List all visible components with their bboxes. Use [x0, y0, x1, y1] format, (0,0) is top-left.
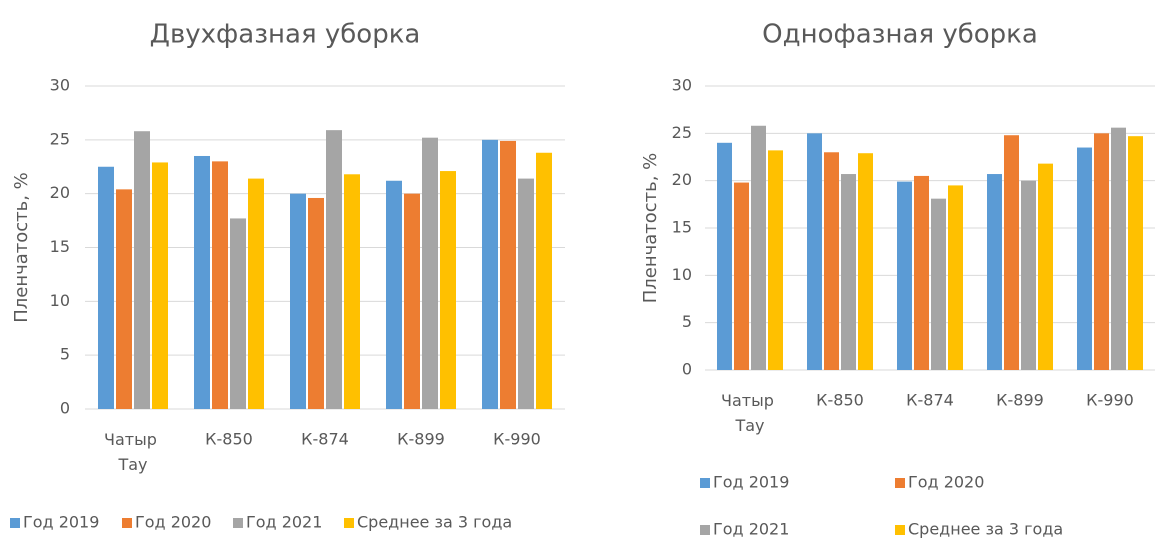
bar [768, 150, 783, 370]
legend-swatch [122, 518, 132, 528]
bar [308, 197, 324, 409]
legend-label: Среднее за 3 года [357, 513, 512, 532]
bar [194, 155, 210, 409]
bar [500, 140, 516, 409]
bar [734, 182, 749, 370]
legend-label: Год 2019 [713, 473, 789, 492]
x-tick-label: К-874 [906, 391, 954, 410]
chart: Однофазная уборка Пленчатость, % 0 5 10 15 20 2… [640, 20, 1155, 538]
x-tick-label: К-899 [397, 430, 445, 449]
bar [1077, 147, 1092, 370]
chart: Двухфазная уборка Пленчатость, % 0 5 10 15 20 2… [10, 20, 565, 532]
bar [717, 142, 732, 370]
bar [1094, 133, 1109, 370]
x-tick-label: К-874 [301, 430, 349, 449]
bar [1021, 180, 1036, 370]
bar [824, 152, 839, 370]
legend-label: Год 2021 [713, 520, 789, 538]
bar [440, 171, 456, 409]
y-tick-label: 10 [50, 291, 70, 310]
y-tick-label: 15 [672, 218, 692, 237]
bar [326, 130, 342, 410]
bar [518, 178, 534, 409]
bar [1111, 127, 1126, 370]
y-tick-label: 30 [672, 76, 692, 95]
y-tick-label: 30 [50, 76, 70, 95]
bar [152, 162, 168, 409]
bar [931, 198, 946, 370]
legend-label: Среднее за 3 года [908, 520, 1063, 538]
chart-title: Однофазная уборка [762, 20, 1038, 50]
legend-label: Год 2020 [135, 513, 211, 532]
y-tick-label: 20 [50, 183, 70, 202]
bar [290, 193, 306, 409]
y-axis-label: Пленчатость, % [11, 172, 32, 323]
y-tick-label: 10 [672, 265, 692, 284]
y-tick-label: 0 [682, 360, 692, 379]
bar [482, 139, 498, 410]
y-tick-label: 5 [682, 312, 692, 331]
bar [344, 174, 360, 409]
bar [422, 137, 438, 409]
bar [230, 218, 246, 409]
bar [914, 175, 929, 370]
bar [858, 153, 873, 370]
legend-swatch [344, 518, 354, 528]
x-tick-label: К-990 [493, 430, 541, 449]
legend-swatch [700, 478, 710, 488]
bar [134, 131, 150, 409]
legend-swatch [700, 525, 710, 535]
bar [248, 178, 264, 409]
x-tick-label: К-990 [1086, 391, 1134, 410]
x-tick-label-line: Тау [734, 416, 764, 435]
bar [1038, 163, 1053, 370]
y-tick-label: 5 [60, 345, 70, 364]
y-tick-label: 25 [50, 129, 70, 148]
y-tick-label: 25 [672, 123, 692, 142]
bar [404, 193, 420, 409]
legend-swatch [895, 525, 905, 535]
legend-label: Год 2020 [908, 473, 984, 492]
x-tick-label-line: Тау [117, 455, 147, 474]
chart-title: Двухфазная уборка [150, 20, 421, 50]
y-tick-label: 20 [672, 170, 692, 189]
bar [751, 125, 766, 370]
y-axis-label: Пленчатость, % [640, 153, 661, 304]
bar [987, 174, 1002, 370]
bar [1128, 136, 1143, 370]
y-tick-label: 0 [60, 399, 70, 418]
bar [536, 152, 552, 409]
bar [386, 180, 402, 409]
x-tick-label: К-850 [205, 430, 253, 449]
legend-label: Год 2019 [23, 513, 99, 532]
bar [807, 133, 822, 370]
bar [948, 185, 963, 370]
x-tick-label: К-899 [996, 391, 1044, 410]
legend-label: Год 2021 [246, 513, 322, 532]
x-tick-label: Чатыр Тау [721, 391, 779, 435]
bar [897, 181, 912, 370]
legend-swatch [895, 478, 905, 488]
x-tick-label-line: Чатыр [721, 391, 779, 410]
x-tick-label-line: Чатыр [104, 430, 162, 449]
bar [841, 174, 856, 370]
x-tick-label: Чатыр Тау [104, 430, 162, 474]
x-tick-label: К-850 [816, 391, 864, 410]
legend-swatch [10, 518, 20, 528]
bar [212, 161, 228, 409]
bar [1004, 135, 1019, 370]
legend-swatch [233, 518, 243, 528]
y-tick-label: 15 [50, 237, 70, 256]
bar [98, 166, 114, 409]
bar [116, 189, 132, 409]
